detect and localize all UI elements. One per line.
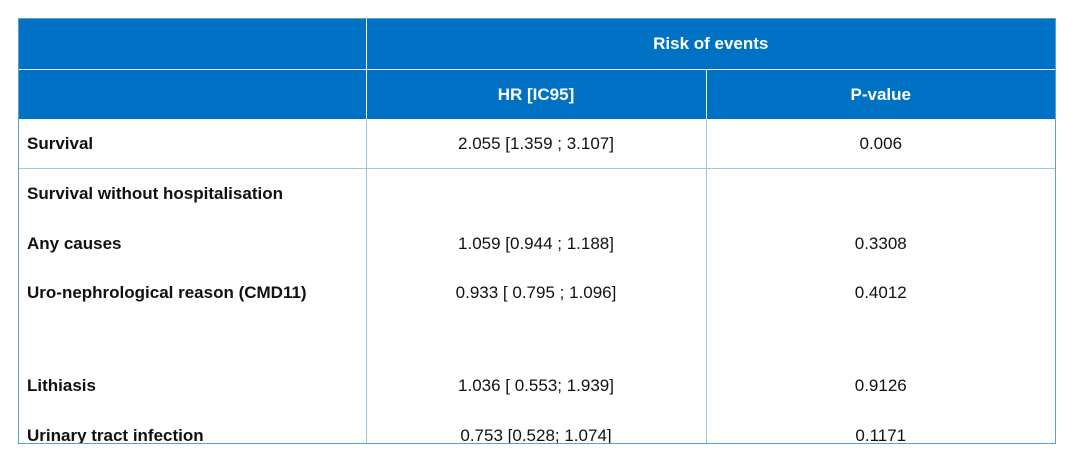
row-hr: 0.933 [ 0.795 ; 1.096] [365,269,706,361]
table-row: Lithiasis 1.036 [ 0.553; 1.939] 0.9126 [19,361,1055,411]
row-label: Uro-nephrological reason (CMD11) [27,283,307,302]
header-empty-cell-2 [19,69,366,119]
row-label: Survival without hospitalisation [27,184,283,203]
row-hr: 1.036 [ 0.553; 1.939] [365,361,706,411]
results-table: Risk of events HR [IC95] P-value Surviva… [19,19,1055,444]
row-label: Any causes [27,234,122,253]
results-table-frame: Risk of events HR [IC95] P-value Surviva… [18,18,1056,444]
row-p-value: 0.9126 [705,361,1055,411]
table-row: Uro-nephrological reason (CMD11) 0.933 [… [19,269,1055,361]
row-p-value: 0.006 [705,119,1055,169]
row-p-value: 0.3308 [705,219,1055,269]
row-hr [365,168,706,219]
row-p-value [705,168,1055,219]
row-label: Lithiasis [27,376,96,395]
header-p-value: P-value [705,69,1055,119]
header-risk-of-events: Risk of events [365,19,1055,70]
row-hr: 2.055 [1.359 ; 3.107] [365,119,706,169]
row-p-value: 0.1171 [705,411,1055,443]
table-row: Survival without hospitalisation [19,168,1055,219]
header-row-columns: HR [IC95] P-value [19,69,1055,119]
row-label: Survival [19,119,366,169]
row-label: Urinary tract infection [27,426,204,444]
table-row: Any causes 1.059 [0.944 ; 1.188] 0.3308 [19,219,1055,269]
table-row: Urinary tract infection 0.753 [0.528; 1.… [19,411,1055,444]
table-row: Survival 2.055 [1.359 ; 3.107] 0.006 [19,119,1055,169]
header-row-group: Risk of events [19,19,1055,70]
row-p-value: 0.4012 [705,269,1055,361]
row-hr: 0.753 [0.528; 1.074] [365,411,706,443]
header-hr-ic95: HR [IC95] [365,69,706,119]
header-empty-cell [19,19,366,70]
row-hr: 1.059 [0.944 ; 1.188] [365,219,706,269]
